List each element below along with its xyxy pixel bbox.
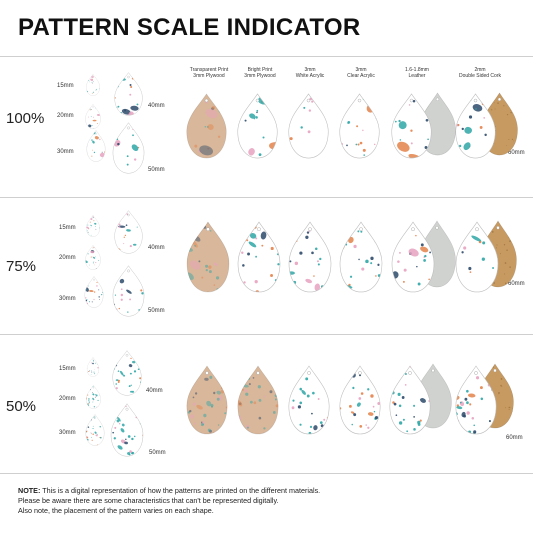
size-label-50mm: 50mm (148, 167, 165, 173)
earring-transparent-plywood (183, 93, 230, 159)
column-header-bright-plywood: Bright Print 3mm Plywood (229, 67, 291, 79)
earring-sample-15mm (86, 357, 100, 377)
divider-2 (0, 334, 533, 335)
earring-sample-20mm (85, 385, 102, 409)
earring-bright-plywood (234, 365, 282, 435)
column-header-line2: Leather (408, 73, 426, 79)
earring-sample-40mm (110, 350, 144, 396)
earring-transparent-plywood (183, 221, 233, 293)
size-label-50mm: 50mm (149, 450, 166, 456)
column-header-line2: Clear Acrylic (347, 73, 375, 79)
earring-cork (452, 221, 502, 293)
material-size-label: 60mm (508, 150, 525, 156)
size-label-50mm: 50mm (148, 308, 165, 314)
earring-sample-30mm (85, 130, 107, 162)
size-label-30mm: 30mm (59, 430, 76, 436)
material-size-label: 60mm (506, 435, 523, 441)
note-label: NOTE: (18, 486, 41, 495)
column-header-line1: 3mm (304, 67, 316, 73)
earring-sample-15mm (85, 215, 101, 237)
note-line-1-text: This is a digital representation of how … (40, 486, 321, 495)
earring-clear-acrylic (336, 221, 386, 293)
divider-bottom (0, 473, 533, 474)
size-label-20mm: 20mm (59, 396, 76, 402)
column-header-leather: 1.6-1.8mm Leather (386, 67, 448, 79)
column-header-line2: White Acrylic (295, 73, 325, 79)
earring-bright-plywood (234, 221, 284, 293)
column-header-white-acrylic: 3mm White Acrylic (279, 67, 341, 79)
scale-label-75: 75% (6, 258, 37, 275)
earring-bright-plywood (234, 93, 281, 159)
size-label-15mm: 15mm (59, 225, 76, 231)
earring-sample-40mm (112, 210, 145, 254)
size-label-40mm: 40mm (148, 103, 165, 109)
note-line-3: Also note, the placement of the pattern … (18, 506, 214, 515)
column-header-line2: 3mm Plywood (244, 73, 276, 79)
size-label-20mm: 20mm (59, 255, 76, 261)
earring-white-acrylic (285, 93, 332, 159)
note-line-1: NOTE: This is a digital representation o… (18, 486, 320, 496)
column-header-line1: Transparent Print (189, 67, 229, 73)
page-title: PATTERN SCALE INDICATOR (18, 14, 361, 41)
earring-sample-30mm (84, 414, 106, 446)
earring-leather (386, 365, 434, 435)
earring-white-acrylic (285, 365, 333, 435)
divider-1 (0, 197, 533, 198)
earring-leather (388, 93, 435, 159)
earring-clear-acrylic (336, 365, 384, 435)
earring-cork (452, 365, 500, 435)
column-header-line1: Bright Print (247, 67, 273, 73)
divider-top (0, 56, 533, 57)
earring-sample-20mm (84, 104, 102, 129)
earring-cork (452, 93, 499, 159)
earring-sample-15mm (85, 74, 101, 96)
note-line-2: Please be aware there are some character… (18, 496, 279, 505)
size-label-30mm: 30mm (57, 149, 74, 155)
size-label-40mm: 40mm (146, 388, 163, 394)
size-label-40mm: 40mm (148, 245, 165, 251)
column-header-line1: 1.6-1.8mm (405, 67, 429, 73)
column-header-clear-acrylic: 3mm Clear Acrylic (330, 67, 392, 79)
earring-sample-20mm (84, 245, 102, 270)
earring-sample-40mm (112, 72, 145, 116)
column-header-line2: 3mm Plywood (193, 73, 225, 79)
column-header-line2: Double Sided Cork (459, 73, 501, 79)
material-size-label: 60mm (508, 281, 525, 287)
earring-clear-acrylic (336, 93, 383, 159)
scale-label-50: 50% (6, 398, 37, 415)
earring-sample-30mm (83, 276, 105, 308)
earring-sample-50mm (110, 265, 147, 317)
earring-leather (388, 221, 438, 293)
column-header-line1: 2mm (474, 67, 486, 73)
column-header-cork: 2mm Double Sided Cork (449, 67, 511, 79)
size-label-30mm: 30mm (59, 296, 76, 302)
scale-label-100: 100% (6, 110, 45, 127)
column-header-line1: 3mm (355, 67, 367, 73)
note-text: NOTE: This is a digital representation o… (18, 486, 320, 516)
size-label-15mm: 15mm (57, 83, 74, 89)
size-label-15mm: 15mm (59, 366, 76, 372)
column-header-transparent-plywood: Transparent Print 3mm Plywood (178, 67, 240, 79)
earring-transparent-plywood (183, 365, 231, 435)
earring-sample-50mm (108, 403, 146, 457)
size-label-20mm: 20mm (57, 113, 74, 119)
earring-white-acrylic (285, 221, 335, 293)
earring-sample-50mm (110, 122, 147, 174)
